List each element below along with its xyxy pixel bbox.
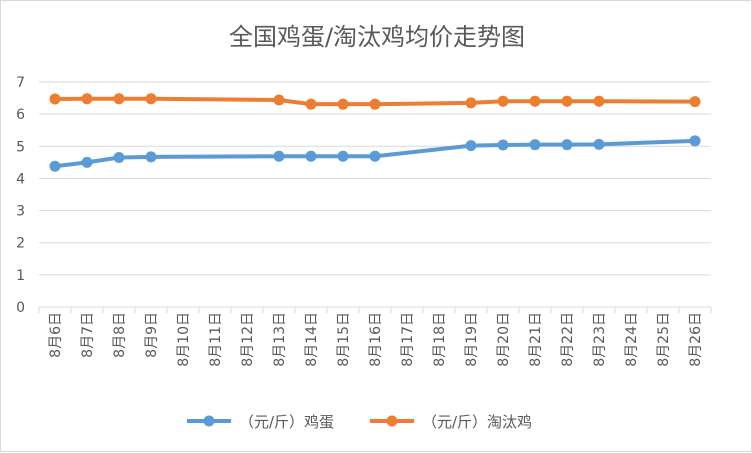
x-tick-label: 8月7日 xyxy=(80,312,96,358)
legend-item: （元/斤）鸡蛋 xyxy=(187,413,334,431)
series-1 xyxy=(49,93,701,110)
data-point xyxy=(369,150,381,162)
y-tick-label: 1 xyxy=(16,268,25,284)
x-tick-label: 8月11日 xyxy=(208,312,224,367)
x-tick-label: 8月26日 xyxy=(688,312,704,367)
data-point xyxy=(49,93,61,105)
data-point xyxy=(305,150,317,162)
data-point xyxy=(561,139,573,151)
y-axis-ticks: 0 1 2 3 4 5 6 7 xyxy=(16,75,25,316)
chart-title: 全国鸡蛋/淘汰鸡均价走势图 xyxy=(229,23,525,51)
data-point xyxy=(465,140,477,152)
data-point xyxy=(689,96,701,108)
y-tick-label: 0 xyxy=(16,300,25,316)
y-tick-label: 5 xyxy=(16,139,25,155)
x-tick-label: 8月6日 xyxy=(48,312,64,358)
data-point xyxy=(561,95,573,107)
data-point xyxy=(113,152,125,164)
data-point xyxy=(529,139,541,151)
x-tick-label: 8月17日 xyxy=(400,312,416,367)
legend-label: （元/斤）鸡蛋 xyxy=(239,413,334,431)
legend-item: （元/斤）淘汰鸡 xyxy=(370,413,532,431)
x-tick-label: 8月8日 xyxy=(112,312,128,358)
x-tick-label: 8月14日 xyxy=(304,312,320,367)
legend-marker xyxy=(203,415,215,427)
data-point xyxy=(81,156,93,168)
data-point xyxy=(593,138,605,150)
data-point xyxy=(689,135,701,147)
series-group xyxy=(49,93,701,172)
data-point xyxy=(49,160,61,172)
x-tick-label: 8月19日 xyxy=(464,312,480,367)
y-tick-label: 3 xyxy=(16,204,25,220)
x-tick-label: 8月24日 xyxy=(624,312,640,367)
x-tick-label: 8月21日 xyxy=(528,312,544,367)
data-point xyxy=(337,150,349,162)
x-axis-ticks: 8月6日 8月7日 8月8日 8月9日 8月10日 8月11日 8月12日 8月13日 8月14… xyxy=(38,307,712,367)
series-0 xyxy=(49,135,701,172)
data-point xyxy=(497,139,509,151)
y-tick-label: 2 xyxy=(16,236,25,252)
x-tick-label: 8月10日 xyxy=(176,312,192,367)
y-tick-label: 7 xyxy=(16,75,25,91)
data-point xyxy=(369,98,381,110)
x-tick-label: 8月23日 xyxy=(592,312,608,367)
data-point xyxy=(593,95,605,107)
data-point xyxy=(81,93,93,105)
data-point xyxy=(529,95,541,107)
legend: （元/斤）鸡蛋 （元/斤）淘汰鸡 xyxy=(187,413,532,431)
y-tick-label: 4 xyxy=(16,171,25,187)
x-tick-label: 8月20日 xyxy=(496,312,512,367)
x-tick-label: 8月13日 xyxy=(272,312,288,367)
x-tick-label: 8月9日 xyxy=(144,312,160,358)
x-tick-label: 8月12日 xyxy=(240,312,256,367)
data-point xyxy=(145,93,157,105)
x-tick-label: 8月18日 xyxy=(432,312,448,367)
data-point xyxy=(113,93,125,105)
data-point xyxy=(465,97,477,109)
data-point xyxy=(145,151,157,163)
data-point xyxy=(273,94,285,106)
data-point xyxy=(337,98,349,110)
x-tick-label: 8月22日 xyxy=(560,312,576,367)
legend-marker xyxy=(386,415,398,427)
legend-label: （元/斤）淘汰鸡 xyxy=(422,413,532,431)
x-tick-label: 8月16日 xyxy=(368,312,384,367)
data-point xyxy=(273,150,285,162)
data-point xyxy=(305,98,317,110)
x-tick-label: 8月15日 xyxy=(336,312,352,367)
gridlines xyxy=(39,81,711,308)
x-tick-label: 8月25日 xyxy=(656,312,672,367)
data-point xyxy=(497,95,509,107)
y-tick-label: 6 xyxy=(16,107,25,123)
